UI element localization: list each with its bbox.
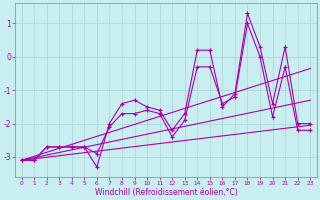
X-axis label: Windchill (Refroidissement éolien,°C): Windchill (Refroidissement éolien,°C) [94,188,237,197]
